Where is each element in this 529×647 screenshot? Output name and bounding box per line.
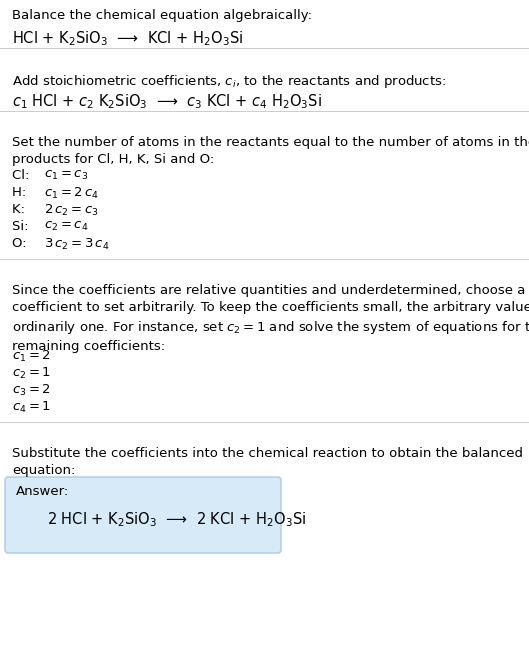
Text: H:: H: bbox=[12, 186, 35, 199]
Text: Si:: Si: bbox=[12, 220, 37, 233]
Text: O:: O: bbox=[12, 237, 35, 250]
Text: $c_1 = c_3$: $c_1 = c_3$ bbox=[44, 169, 88, 182]
Text: Substitute the coefficients into the chemical reaction to obtain the balanced
eq: Substitute the coefficients into the che… bbox=[12, 447, 523, 477]
Text: Since the coefficients are relative quantities and underdetermined, choose a
coe: Since the coefficients are relative quan… bbox=[12, 284, 529, 353]
Text: HCl + K$_2$SiO$_3$  ⟶  KCl + H$_2$O$_3$Si: HCl + K$_2$SiO$_3$ ⟶ KCl + H$_2$O$_3$Si bbox=[12, 29, 243, 48]
FancyBboxPatch shape bbox=[5, 477, 281, 553]
Text: $c_4 = 1$: $c_4 = 1$ bbox=[12, 400, 51, 415]
Text: 2 HCl + K$_2$SiO$_3$  ⟶  2 KCl + H$_2$O$_3$Si: 2 HCl + K$_2$SiO$_3$ ⟶ 2 KCl + H$_2$O$_3… bbox=[47, 510, 306, 529]
Text: Answer:: Answer: bbox=[16, 485, 69, 498]
Text: $3\,c_2 = 3\,c_4$: $3\,c_2 = 3\,c_4$ bbox=[44, 237, 110, 252]
Text: $2\,c_2 = c_3$: $2\,c_2 = c_3$ bbox=[44, 203, 99, 218]
Text: $c_2 = c_4$: $c_2 = c_4$ bbox=[44, 220, 88, 233]
Text: $c_1 = 2$: $c_1 = 2$ bbox=[12, 349, 51, 364]
Text: Balance the chemical equation algebraically:: Balance the chemical equation algebraica… bbox=[12, 9, 312, 22]
Text: K:: K: bbox=[12, 203, 33, 216]
Text: $c_2 = 1$: $c_2 = 1$ bbox=[12, 366, 51, 381]
Text: $c_1$ HCl + $c_2$ K$_2$SiO$_3$  ⟶  $c_3$ KCl + $c_4$ H$_2$O$_3$Si: $c_1$ HCl + $c_2$ K$_2$SiO$_3$ ⟶ $c_3$ K… bbox=[12, 92, 322, 111]
Text: Cl:: Cl: bbox=[12, 169, 38, 182]
Text: Add stoichiometric coefficients, $c_i$, to the reactants and products:: Add stoichiometric coefficients, $c_i$, … bbox=[12, 73, 446, 90]
Text: $c_3 = 2$: $c_3 = 2$ bbox=[12, 383, 51, 398]
Text: Set the number of atoms in the reactants equal to the number of atoms in the
pro: Set the number of atoms in the reactants… bbox=[12, 136, 529, 166]
Text: $c_1 = 2\,c_4$: $c_1 = 2\,c_4$ bbox=[44, 186, 99, 201]
